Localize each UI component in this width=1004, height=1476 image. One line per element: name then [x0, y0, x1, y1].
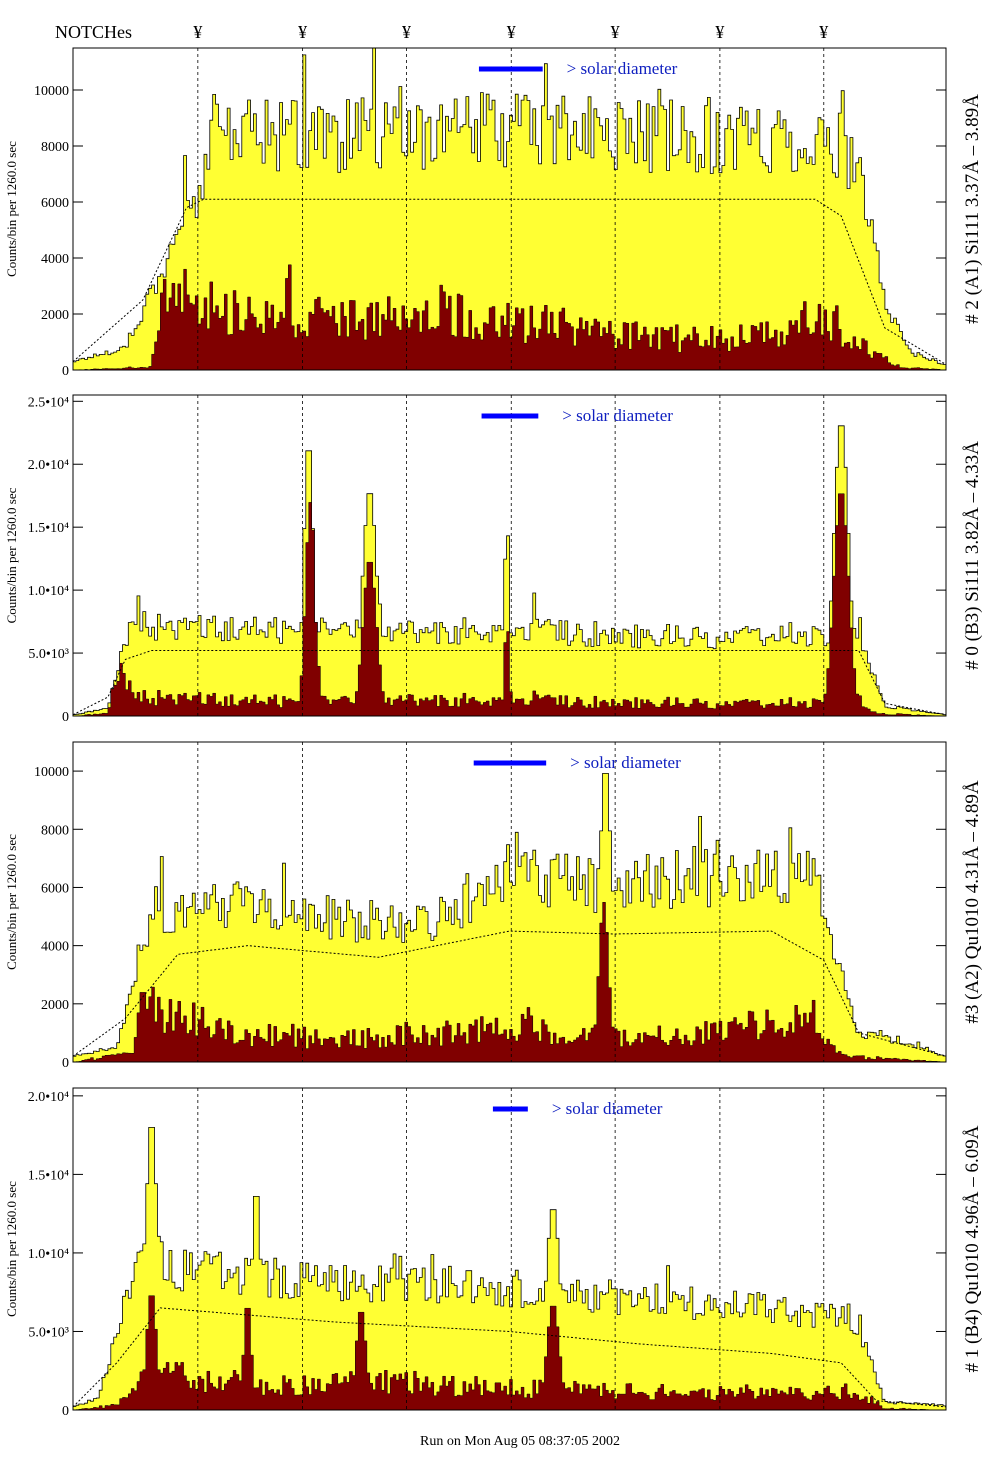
notch-marker-6: ¥: [715, 22, 724, 42]
panel-2: 0 5.0•10³ 1.0•10⁴ 1.5•10⁴ 2.0•10⁴ 2.5•10⁴ Coun…: [4, 394, 983, 725]
solar-diameter-label: > solar diameter: [552, 1099, 663, 1118]
notches-label: NOTCHes: [55, 22, 132, 42]
total-counts-histogram: [73, 773, 946, 1062]
subset-counts-histogram: [73, 493, 946, 716]
y-tick-label: 1.5•10⁴: [28, 521, 69, 536]
notch-marker-4: ¥: [507, 22, 516, 42]
panel-1-plot-area: [73, 48, 946, 370]
notch-marker-3: ¥: [402, 22, 411, 42]
y-tick-label: 2000: [41, 308, 69, 323]
y-tick-label: 1.0•10⁴: [28, 584, 69, 599]
panel-title: # 1 (B4) Qu1010 4.96Å – 6.09Å: [962, 1125, 983, 1372]
model-curve: [73, 930, 946, 1057]
y-tick-label: 10000: [34, 765, 69, 780]
y-tick-label: 6000: [41, 196, 69, 211]
y-tick-label: 1.0•10⁴: [28, 1247, 69, 1262]
notch-markers: ¥ ¥ ¥ ¥ ¥ ¥ ¥: [193, 22, 828, 42]
panel-title: #3 (A2) Qu1010 4.31Å – 4.89Å: [962, 780, 983, 1024]
model-curve: [73, 198, 946, 365]
y-tick-label: 1.5•10⁴: [28, 1168, 69, 1183]
y-axis-label: Counts/bin per 1260.0 sec: [4, 834, 19, 970]
subset-counts-histogram: [73, 902, 946, 1062]
panel-title: # 0 (B3) Si111 3.82Å – 4.33Å: [962, 441, 983, 670]
solar-diameter-label: > solar diameter: [567, 59, 678, 78]
y-tick-label: 4000: [41, 940, 69, 955]
notch-marker-2: ¥: [298, 22, 307, 42]
chart-panels: 0 2000 4000 6000 8000 10000 Counts/bin per 126…: [4, 47, 983, 1419]
y-tick-label: 4000: [41, 252, 69, 267]
plot-frame: [72, 394, 947, 717]
notch-marker-5: ¥: [611, 22, 620, 42]
panel-title: # 2 (A1) Si111 3.37Å – 3.89Å: [962, 94, 983, 324]
y-tick-label: 0: [62, 364, 69, 379]
y-tick-label: 0: [62, 1056, 69, 1071]
panel-4: 0 5.0•10³ 1.0•10⁴ 1.5•10⁴ 2.0•10⁴ Counts/bin …: [4, 1087, 983, 1419]
y-tick-label: 2.0•10⁴: [28, 1090, 69, 1105]
y-tick-label: 5.0•10³: [28, 647, 69, 662]
panel-2-plot-area: [73, 395, 946, 716]
y-tick-label: 0: [62, 1404, 69, 1419]
y-tick-label: 6000: [41, 881, 69, 896]
y-tick-label: 2000: [41, 998, 69, 1013]
plot-frame: [72, 1087, 947, 1411]
y-tick-label: 0: [62, 710, 69, 725]
solar-diameter-label: > solar diameter: [570, 753, 681, 772]
subset-counts-histogram: [73, 1295, 946, 1410]
y-tick-label: 10000: [34, 84, 69, 99]
y-tick-label: 2.5•10⁴: [28, 395, 69, 410]
y-tick-label: 8000: [41, 140, 69, 155]
y-tick-label: 2.0•10⁴: [28, 458, 69, 473]
panel-1: 0 2000 4000 6000 8000 10000 Counts/bin per 126…: [4, 47, 983, 379]
panel-3-plot-area: [73, 742, 946, 1062]
panel-4-plot-area: [73, 1088, 946, 1410]
model-curve: [73, 650, 946, 716]
solar-diameter-label: > solar diameter: [562, 406, 673, 425]
run-footer: Run on Mon Aug 05 08:37:05 2002: [420, 1434, 620, 1449]
panel-3: 0 2000 4000 6000 8000 10000 Counts/bin per 126…: [4, 741, 983, 1071]
notch-marker-7: ¥: [819, 22, 828, 42]
y-tick-label: 8000: [41, 823, 69, 838]
subset-counts-histogram: [73, 264, 946, 370]
y-axis-label: Counts/bin per 1260.0 sec: [4, 1181, 19, 1317]
y-axis-label: Counts/bin per 1260.0 sec: [4, 487, 19, 623]
y-tick-label: 5.0•10³: [28, 1325, 69, 1340]
y-axis-label: Counts/bin per 1260.0 sec: [4, 141, 19, 277]
plot-frame: [72, 741, 947, 1063]
plot-frame: [72, 47, 947, 371]
notch-marker-1: ¥: [193, 22, 202, 42]
